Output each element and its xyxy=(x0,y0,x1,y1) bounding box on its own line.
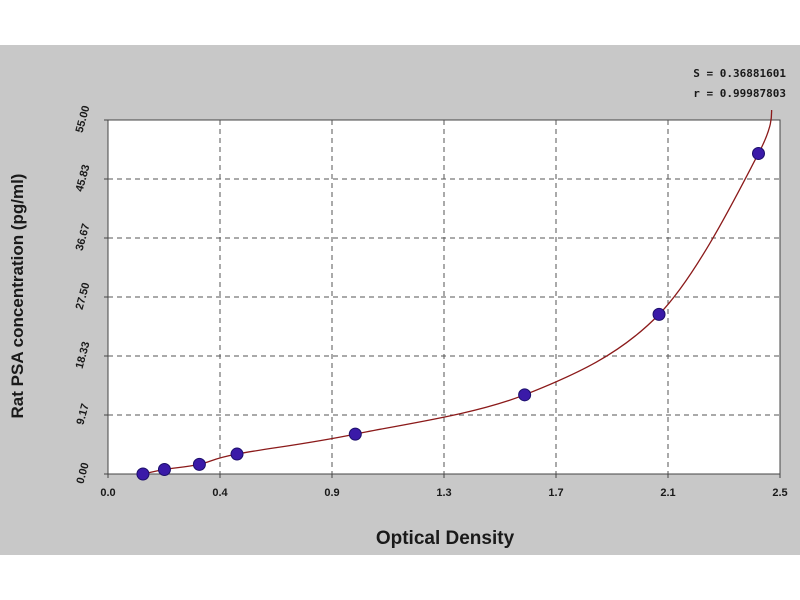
y-axis-label: Rat PSA concentration (pg/ml) xyxy=(8,173,27,419)
x-tick-label: 2.5 xyxy=(772,487,787,499)
data-point xyxy=(157,462,171,476)
data-points xyxy=(136,146,765,481)
y-tick-label: 45.83 xyxy=(74,163,93,193)
x-tick-label: 1.3 xyxy=(436,487,451,499)
y-tick-label: 0.00 xyxy=(75,461,92,485)
x-tick-label: 0.0 xyxy=(100,487,115,499)
y-tick-label: 18.33 xyxy=(74,340,93,370)
x-tick-label: 0.4 xyxy=(212,487,228,499)
x-tick-label: 1.7 xyxy=(548,487,563,499)
grid xyxy=(108,120,780,474)
data-point xyxy=(230,447,244,461)
data-point xyxy=(652,307,666,321)
x-tick-label: 2.1 xyxy=(660,487,675,499)
y-tick-label: 27.50 xyxy=(74,281,93,311)
data-point xyxy=(136,467,150,481)
stat-s-value: S = 0.36881601 xyxy=(693,67,786,80)
x-tick-label: 0.9 xyxy=(324,487,339,499)
y-tick-label: 9.17 xyxy=(75,402,92,426)
stat-r-value: r = 0.99987803 xyxy=(693,87,786,100)
y-tick-label: 55.00 xyxy=(74,104,93,134)
data-point xyxy=(518,388,532,402)
data-point xyxy=(192,457,206,471)
y-tick-label: 36.67 xyxy=(74,222,93,252)
data-point xyxy=(348,427,362,441)
data-point xyxy=(751,146,765,160)
x-axis-label: Optical Density xyxy=(375,528,515,549)
